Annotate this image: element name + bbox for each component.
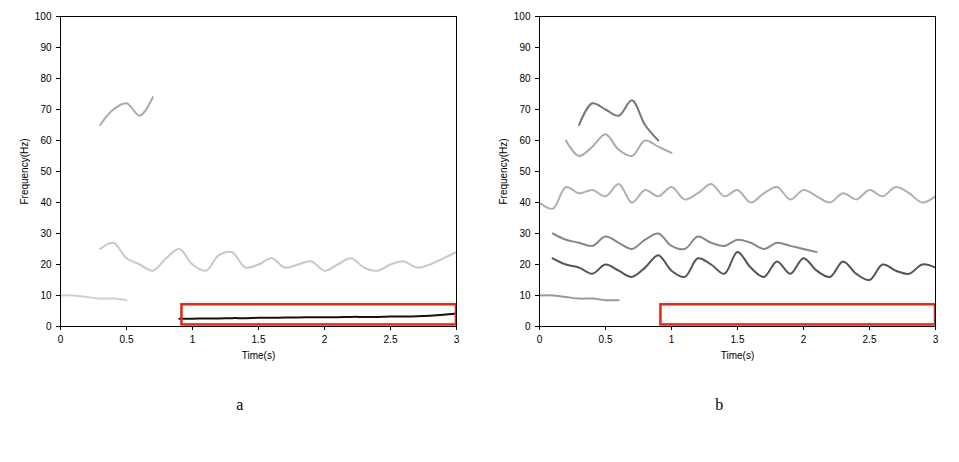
svg-text:Time(s): Time(s) bbox=[721, 350, 755, 361]
svg-text:0.5: 0.5 bbox=[599, 334, 613, 345]
html-text:a: a bbox=[236, 396, 244, 413]
html-text:b: b bbox=[715, 396, 724, 413]
svg-text:30: 30 bbox=[40, 228, 52, 239]
svg-text:80: 80 bbox=[40, 73, 52, 84]
svg-text:70: 70 bbox=[40, 104, 52, 115]
svg-text:0: 0 bbox=[57, 334, 63, 345]
svg-text:10: 10 bbox=[40, 290, 52, 301]
svg-text:40: 40 bbox=[520, 197, 532, 208]
svg-text:90: 90 bbox=[40, 42, 52, 53]
svg-text:1.5: 1.5 bbox=[731, 334, 745, 345]
svg-text:20: 20 bbox=[520, 259, 532, 270]
svg-text:3: 3 bbox=[933, 334, 939, 345]
svg-text:2: 2 bbox=[321, 334, 327, 345]
svg-text:50: 50 bbox=[40, 166, 52, 177]
svg-text:100: 100 bbox=[35, 11, 52, 22]
svg-text:1: 1 bbox=[669, 334, 675, 345]
svg-text:Time(s): Time(s) bbox=[241, 350, 275, 361]
svg-text:80: 80 bbox=[520, 73, 532, 84]
svg-text:Frequency(Hz): Frequency(Hz) bbox=[18, 138, 29, 204]
svg-text:0: 0 bbox=[537, 334, 543, 345]
svg-text:50: 50 bbox=[520, 166, 532, 177]
svg-text:90: 90 bbox=[520, 42, 532, 53]
svg-text:Frequency(Hz): Frequency(Hz) bbox=[498, 138, 509, 204]
svg-text:10: 10 bbox=[520, 290, 532, 301]
svg-text:2: 2 bbox=[801, 334, 807, 345]
svg-text:2.5: 2.5 bbox=[863, 334, 877, 345]
svg-text:1: 1 bbox=[189, 334, 195, 345]
svg-text:1.5: 1.5 bbox=[251, 334, 265, 345]
svg-text:60: 60 bbox=[520, 135, 532, 146]
svg-text:60: 60 bbox=[40, 135, 52, 146]
svg-text:3: 3 bbox=[453, 334, 459, 345]
svg-text:70: 70 bbox=[520, 104, 532, 115]
svg-text:0: 0 bbox=[525, 321, 531, 332]
svg-text:30: 30 bbox=[520, 228, 532, 239]
svg-text:2.5: 2.5 bbox=[383, 334, 397, 345]
svg-text:0.5: 0.5 bbox=[119, 334, 133, 345]
svg-text:40: 40 bbox=[40, 197, 52, 208]
svg-text:100: 100 bbox=[514, 11, 531, 22]
svg-text:0: 0 bbox=[46, 321, 52, 332]
svg-text:20: 20 bbox=[40, 259, 52, 270]
